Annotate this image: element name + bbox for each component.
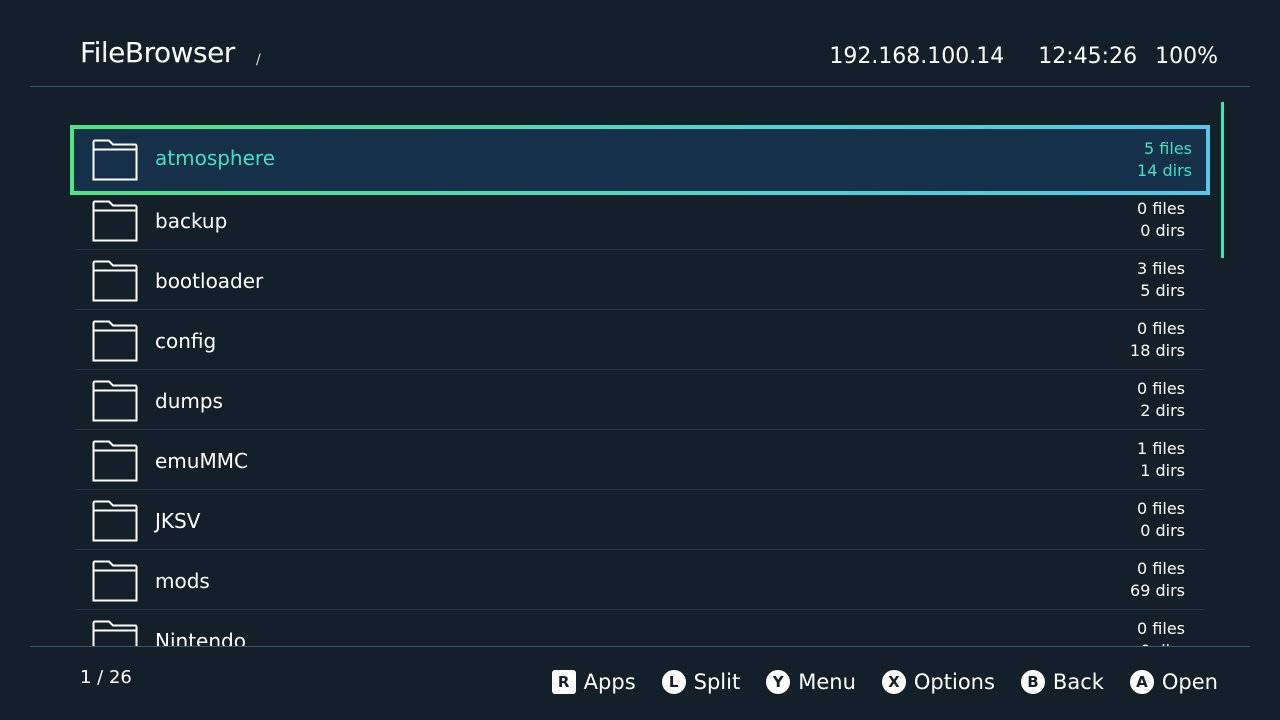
item-counts: 0 files 69 dirs — [1130, 558, 1185, 602]
item-counts: 5 files 14 dirs — [1137, 138, 1192, 182]
current-path: / — [256, 52, 261, 68]
folder-icon — [92, 320, 138, 362]
dir-count: 2 dirs — [1140, 401, 1185, 420]
scrollbar[interactable] — [1221, 102, 1224, 258]
app-title: FileBrowser — [80, 36, 235, 69]
item-name: JKSV — [155, 509, 201, 533]
hint-open-button[interactable]: A Open — [1129, 670, 1218, 694]
dir-count: 18 dirs — [1130, 341, 1185, 360]
item-counts: 0 files 0 dirs — [1137, 618, 1185, 646]
list-item[interactable]: bootloader 3 files 5 dirs — [75, 250, 1205, 310]
file-count: 3 files — [1137, 259, 1185, 278]
list-item[interactable]: JKSV 0 files 0 dirs — [75, 490, 1205, 550]
list-item[interactable]: config 0 files 18 dirs — [75, 310, 1205, 370]
ip-address: 192.168.100.14 — [829, 44, 1005, 69]
hint-label: Apps — [583, 670, 636, 694]
file-count: 0 files — [1137, 619, 1185, 638]
file-count: 0 files — [1137, 499, 1185, 518]
hint-label: Options — [913, 670, 995, 694]
folder-icon — [92, 260, 138, 302]
button-hints: R Apps L Split Y Menu X Options B Back A Open — [551, 670, 1218, 694]
footer-divider — [30, 646, 1250, 647]
item-counts: 0 files 2 dirs — [1137, 378, 1185, 422]
item-counts: 1 files 1 dirs — [1137, 438, 1185, 482]
list-item[interactable]: backup 0 files 0 dirs — [75, 190, 1205, 250]
folder-icon — [92, 500, 138, 542]
folder-icon — [92, 440, 138, 482]
file-count: 1 files — [1137, 439, 1185, 458]
file-list: atmosphere 5 files 14 dirs backup 0 files… — [70, 125, 1210, 646]
folder-icon — [92, 200, 138, 242]
folder-icon — [92, 620, 138, 646]
button-y-icon: Y — [766, 670, 791, 694]
header-divider — [30, 86, 1250, 87]
dir-count: 14 dirs — [1137, 161, 1192, 180]
hint-apps-button[interactable]: R Apps — [551, 670, 636, 694]
button-a-icon: A — [1129, 670, 1154, 694]
hint-split-button[interactable]: L Split — [661, 670, 741, 694]
file-count: 5 files — [1144, 139, 1192, 158]
list-item[interactable]: Nintendo 0 files 0 dirs — [75, 610, 1205, 646]
item-name: config — [155, 329, 217, 353]
item-counts: 0 files 0 dirs — [1137, 198, 1185, 242]
button-l-icon: L — [661, 670, 686, 694]
button-b-icon: B — [1020, 670, 1045, 694]
item-counts: 3 files 5 dirs — [1137, 258, 1185, 302]
folder-icon — [92, 139, 138, 181]
hint-options-button[interactable]: X Options — [881, 670, 995, 694]
folder-icon — [92, 380, 138, 422]
list-item[interactable]: emuMMC 1 files 1 dirs — [75, 430, 1205, 490]
dir-count: 0 dirs — [1137, 640, 1185, 646]
item-name: mods — [155, 569, 210, 593]
clock: 12:45:26 — [1038, 44, 1138, 69]
dir-count: 0 dirs — [1140, 521, 1185, 540]
item-name: atmosphere — [155, 146, 275, 170]
item-name: dumps — [155, 389, 223, 413]
dir-count: 69 dirs — [1130, 581, 1185, 600]
item-name: backup — [155, 209, 228, 233]
button-x-icon: X — [881, 670, 906, 694]
item-name: bootloader — [155, 269, 264, 293]
dir-count: 5 dirs — [1140, 281, 1185, 300]
file-count: 0 files — [1137, 319, 1185, 338]
item-name: Nintendo — [155, 629, 246, 646]
folder-icon — [92, 560, 138, 602]
dir-count: 1 dirs — [1140, 461, 1185, 480]
item-counts: 0 files 0 dirs — [1137, 498, 1185, 542]
file-count: 0 files — [1137, 559, 1185, 578]
hint-label: Back — [1052, 670, 1104, 694]
item-name: emuMMC — [155, 449, 248, 473]
hint-menu-button[interactable]: Y Menu — [766, 670, 856, 694]
dir-count: 0 dirs — [1140, 221, 1185, 240]
hint-label: Split — [693, 670, 741, 694]
page-counter: 1 / 26 — [80, 667, 132, 688]
hint-label: Open — [1161, 670, 1218, 694]
file-count: 0 files — [1137, 199, 1185, 218]
hint-label: Menu — [798, 670, 856, 694]
list-item[interactable]: mods 0 files 69 dirs — [75, 550, 1205, 610]
list-item[interactable]: atmosphere 5 files 14 dirs — [70, 125, 1210, 195]
item-counts: 0 files 18 dirs — [1130, 318, 1185, 362]
list-item[interactable]: dumps 0 files 2 dirs — [75, 370, 1205, 430]
button-r-icon: R — [551, 670, 576, 694]
battery-level: 100% — [1155, 44, 1218, 69]
hint-back-button[interactable]: B Back — [1020, 670, 1104, 694]
status-bar: 192.168.100.14 12:45:26 100% — [829, 44, 1218, 69]
file-count: 0 files — [1137, 379, 1185, 398]
